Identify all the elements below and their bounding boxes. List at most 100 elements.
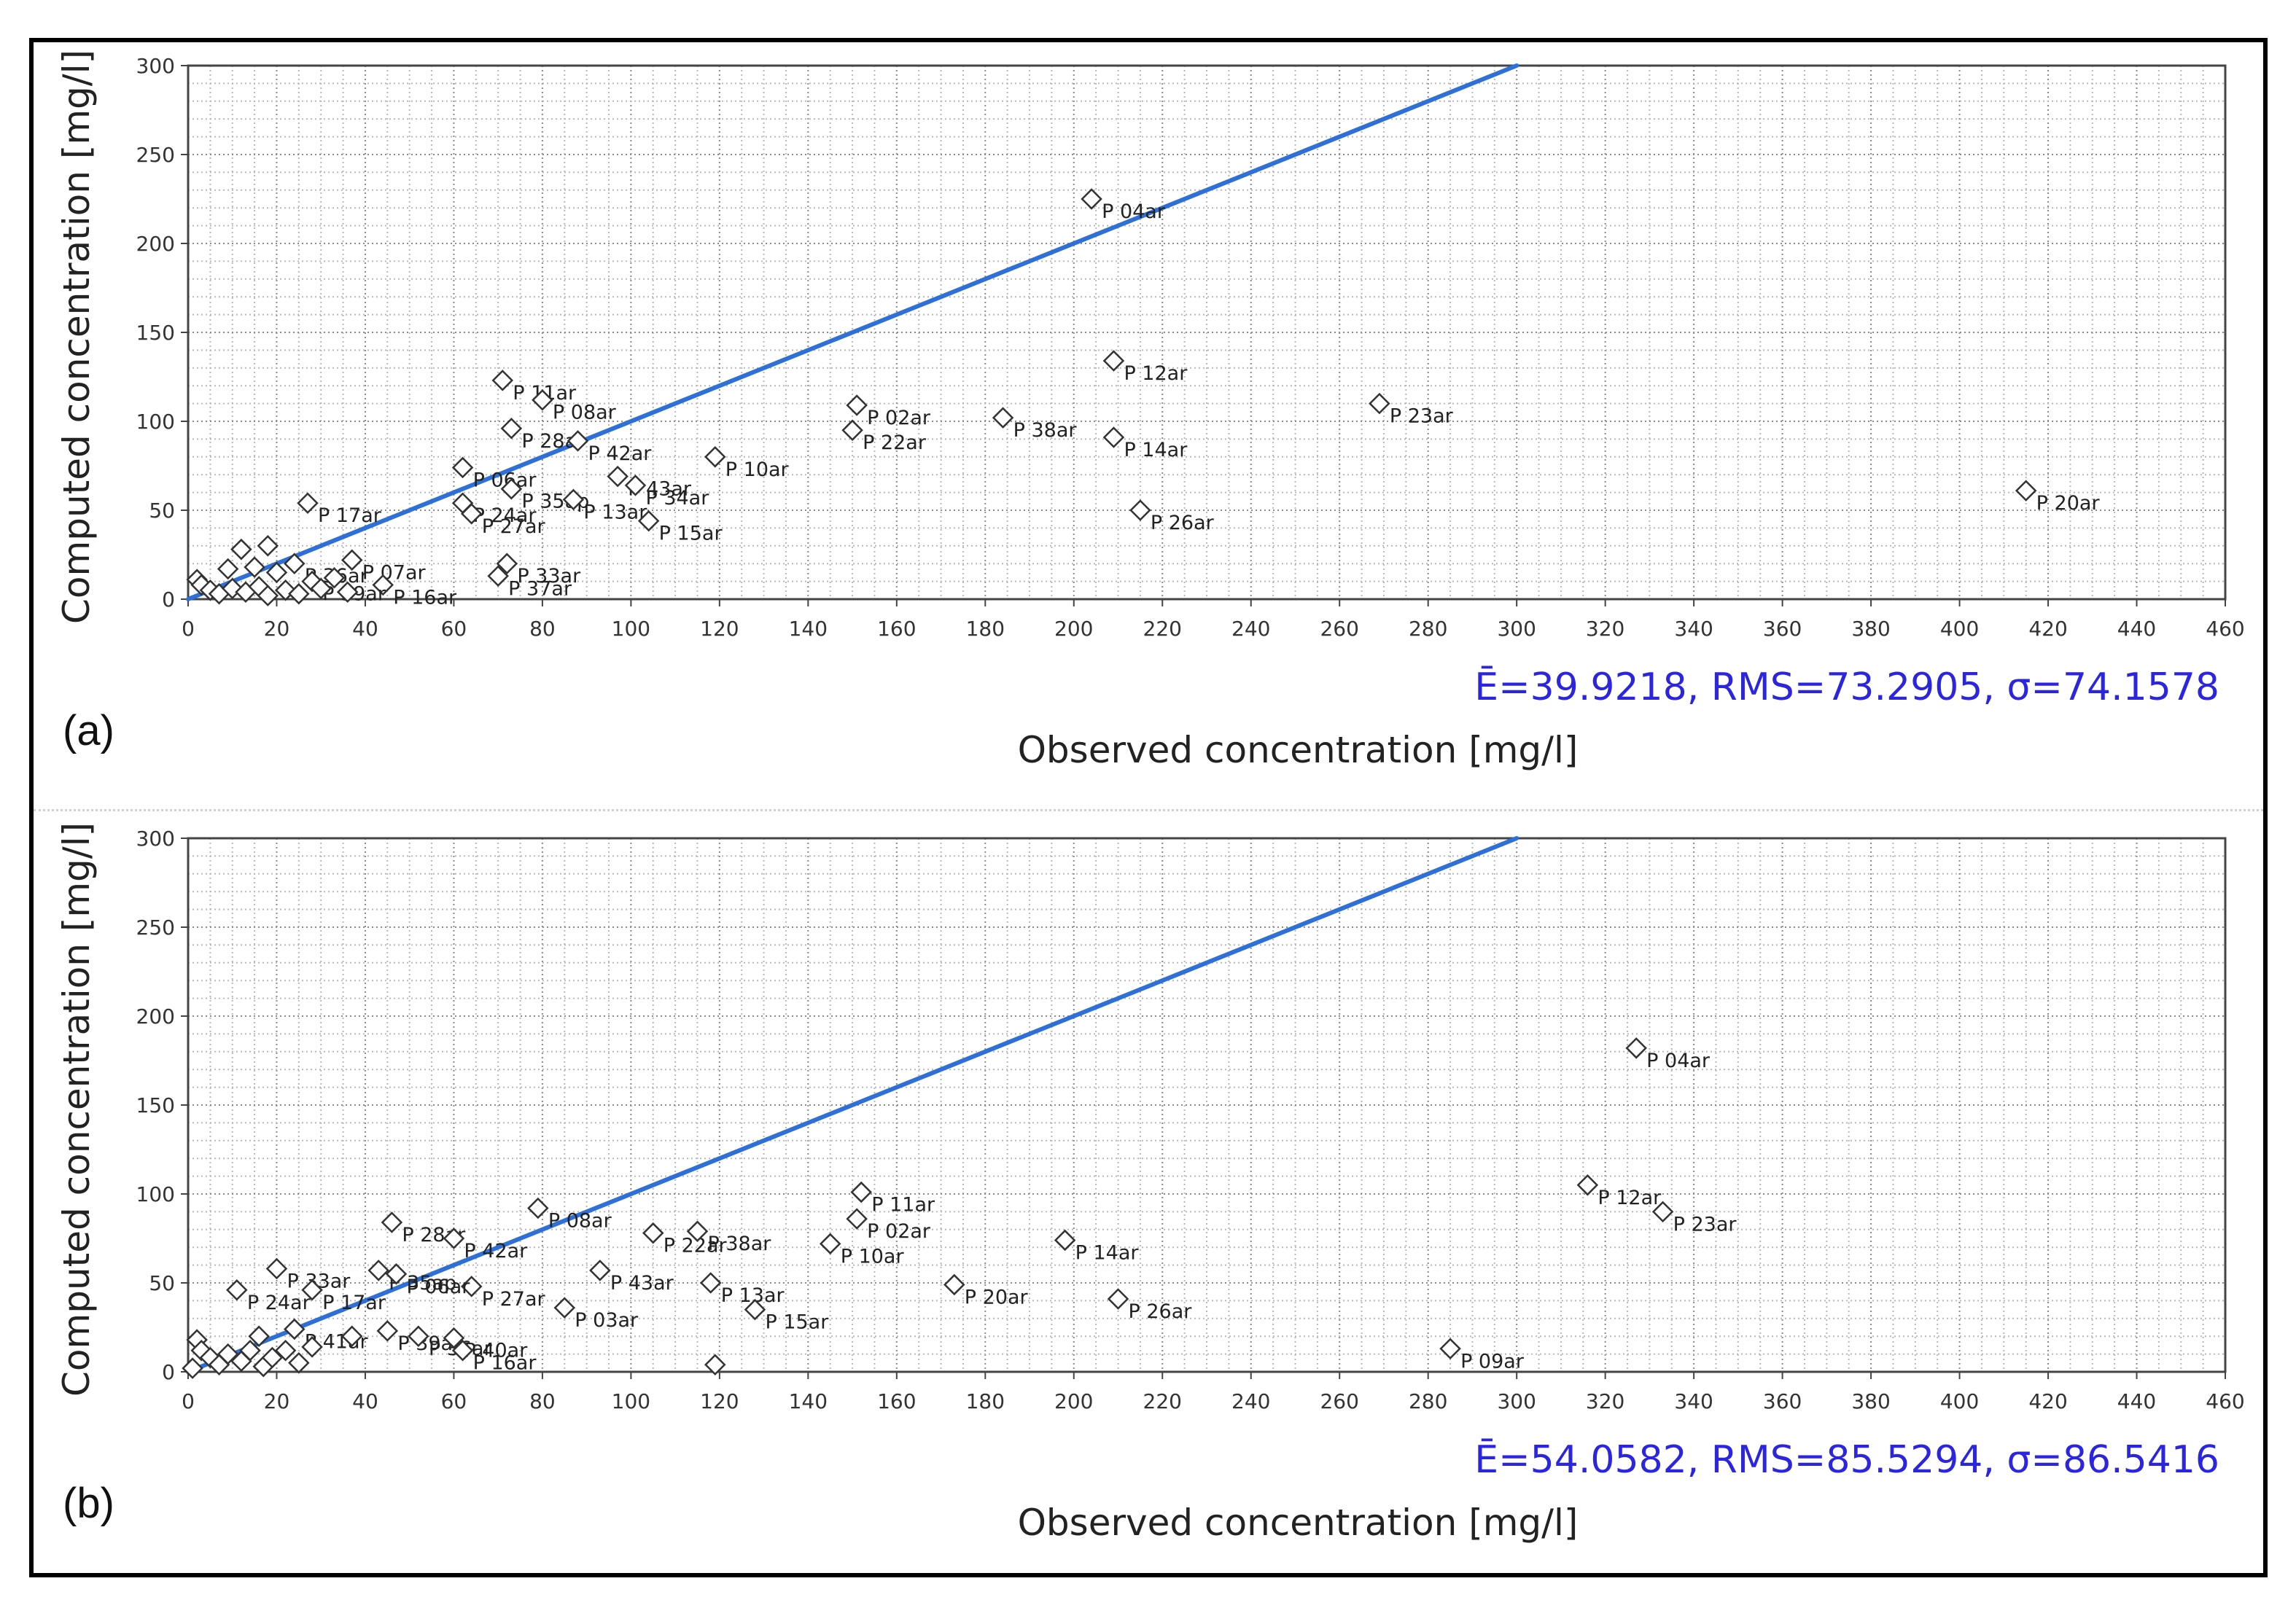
data-point-marker [744,1298,766,1321]
x-axis-label: Observed concentration [mg/l] [1018,1502,1579,1544]
data-point-marker [841,419,863,441]
x-tick-label: 20 [264,617,290,641]
data-point-label: P 27ar [482,1288,546,1311]
data-point-label: P 20ar [965,1286,1029,1308]
x-tick-label: 400 [1940,1389,1979,1413]
data-point-label: P 24ar [473,504,537,527]
data-point-marker [257,535,279,557]
x-tick-label: 60 [441,1389,467,1413]
x-tick-label: 180 [966,617,1005,641]
data-point-label: P 12ar [1124,362,1188,385]
scatter-panel-b: 0 20 40 60 80 100 120 140 160 180 200 220 240 260 280 3… [0,811,2296,1583]
data-point-marker [301,1336,323,1358]
data-point-marker [284,1318,306,1340]
data-point-marker [265,1257,288,1280]
x-tick-label: 420 [2028,617,2067,641]
x-tick-label: 300 [1497,617,1536,641]
x-tick-label: 460 [2206,617,2244,641]
data-point-marker [265,561,288,584]
y-tick-label: 100 [136,410,175,434]
x-tick-label: 80 [529,1389,556,1413]
data-point-marker [704,446,726,468]
data-point-label: P 43ar [610,1272,674,1295]
x-tick-label: 40 [352,1389,378,1413]
scatter-plot-b: 0 20 40 60 80 100 120 140 160 180 200 220 240 260 280 3… [55,822,2245,1544]
y-tick-label: 300 [136,54,175,78]
x-tick-label: 100 [612,617,650,641]
data-point-marker [2015,480,2037,501]
data-point-marker [567,430,589,452]
data-point-marker [297,492,319,515]
data-point-marker [340,549,363,571]
data-point-marker [367,1260,389,1281]
panel-label: (a) [63,707,114,754]
data-point-marker [340,1325,363,1347]
data-point-marker [372,574,394,596]
x-tick-label: 160 [877,617,916,641]
x-tick-label: 280 [1409,1389,1447,1413]
data-point-marker [846,1208,868,1230]
data-point-label: P 27ar [482,515,546,538]
data-point-marker [487,565,509,588]
data-point-label: P 13ar [583,501,647,523]
y-tick-label: 150 [136,321,175,345]
y-tick-label: 0 [162,1360,175,1384]
data-point-label: P 07ar [362,561,427,584]
data-point-marker [217,558,239,580]
data-point-marker [408,1325,429,1347]
data-point-marker [624,475,647,496]
data-point-marker [992,407,1014,429]
data-point-marker [1107,1288,1129,1310]
y-tick-label: 250 [136,143,175,167]
y-tick-label: 0 [162,588,175,612]
data-point-label: P 03ar [575,1309,639,1332]
data-point-marker [336,581,359,604]
data-point-marker [607,465,629,488]
data-point-label: P 42ar [588,442,653,465]
x-tick-label: 0 [182,1389,195,1413]
x-tick-label: 200 [1054,617,1093,641]
data-point-marker [248,1325,270,1347]
data-point-label: P 38ar [1013,419,1078,442]
data-point-marker [1439,1338,1461,1360]
reference-line [186,63,1519,601]
data-point-marker [274,1339,297,1362]
data-point-label: P 11ar [871,1194,935,1217]
x-tick-label: 40 [352,617,378,641]
x-tick-label: 200 [1054,1389,1093,1413]
data-point-label: P 24ar [247,1292,311,1314]
data-point-marker [500,477,523,500]
data-point-label: P 23ar [1673,1213,1737,1236]
x-tick-label: 400 [1940,617,1979,641]
x-tick-label: 260 [1320,617,1358,641]
data-point-marker [589,1260,611,1281]
data-point-marker [244,556,265,578]
data-point-marker [642,1222,664,1244]
data-point-marker [288,1352,310,1374]
data-point-label: P 04ar [1646,1050,1711,1072]
x-tick-label: 120 [700,617,739,641]
data-point-label: P 08ar [548,1210,612,1233]
data-point-marker [819,1233,841,1255]
data-point-marker [704,1354,726,1376]
data-point-label: P 22ar [863,432,927,454]
data-point-marker [491,370,514,391]
x-tick-label: 220 [1143,1389,1182,1413]
data-point-label: P 06ar [406,1276,470,1298]
data-point-marker [460,503,483,525]
data-point-label: P 16ar [473,1352,537,1375]
x-tick-label: 380 [1851,617,1890,641]
data-point-label: P 02ar [867,407,931,429]
data-point-label: P 37ar [508,577,572,600]
data-point-label: P 15ar [659,523,723,545]
x-tick-label: 380 [1851,1389,1890,1413]
x-tick-label: 100 [612,1389,650,1413]
data-point-marker [1102,426,1125,448]
x-tick-label: 0 [182,617,195,641]
y-tick-label: 250 [136,916,175,940]
data-point-marker [1054,1229,1076,1252]
reference-line [186,836,1519,1374]
data-point-label: P 15ar [765,1311,829,1334]
data-point-label: P 42ar [464,1240,528,1262]
x-tick-label: 120 [700,1389,739,1413]
